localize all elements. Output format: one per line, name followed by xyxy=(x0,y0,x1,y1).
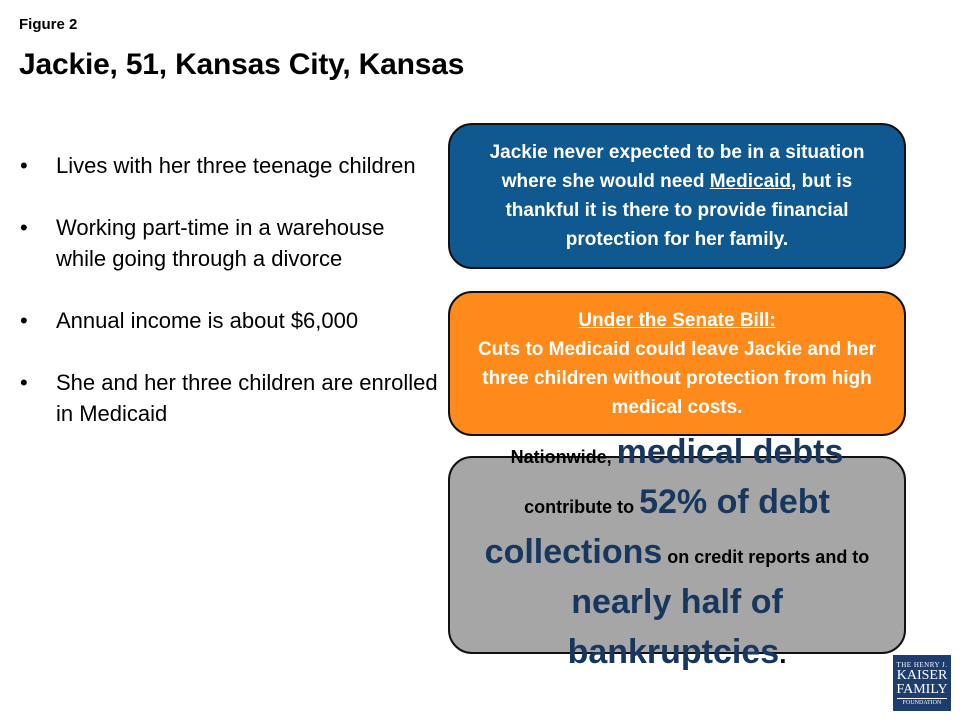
callout-heading: Under the Senate Bill: xyxy=(578,309,776,331)
callout-body: Cuts to Medicaid could leave Jackie and … xyxy=(477,338,877,418)
figure-label: Figure 2 xyxy=(19,16,78,33)
list-item: • She and her three children are enrolled… xyxy=(20,367,440,429)
bullet-icon: • xyxy=(20,153,28,178)
kff-logo: THE HENRY J. KAISER FAMILY FOUNDATION xyxy=(893,655,951,711)
list-item: • Annual income is about $6,000 xyxy=(20,305,440,336)
bullet-icon: • xyxy=(20,308,28,333)
page-title: Jackie, 51, Kansas City, Kansas xyxy=(19,48,465,81)
medicaid-link[interactable]: Medicaid xyxy=(709,171,792,192)
list-item: • Working part-time in a warehouse while … xyxy=(20,212,440,274)
medical-debt-callout: Nationwide, medical debts contribute to … xyxy=(448,433,906,671)
medicaid-callout: Jackie never expected to be in a situati… xyxy=(448,123,906,269)
bullet-list: • Lives with her three teenage children •… xyxy=(20,150,440,460)
bullet-icon: • xyxy=(20,370,28,395)
list-item: • Lives with her three teenage children xyxy=(20,150,440,181)
senate-bill-callout: Under the Senate Bill: Cuts to Medicaid … xyxy=(448,291,906,436)
bullet-icon: • xyxy=(20,215,28,240)
